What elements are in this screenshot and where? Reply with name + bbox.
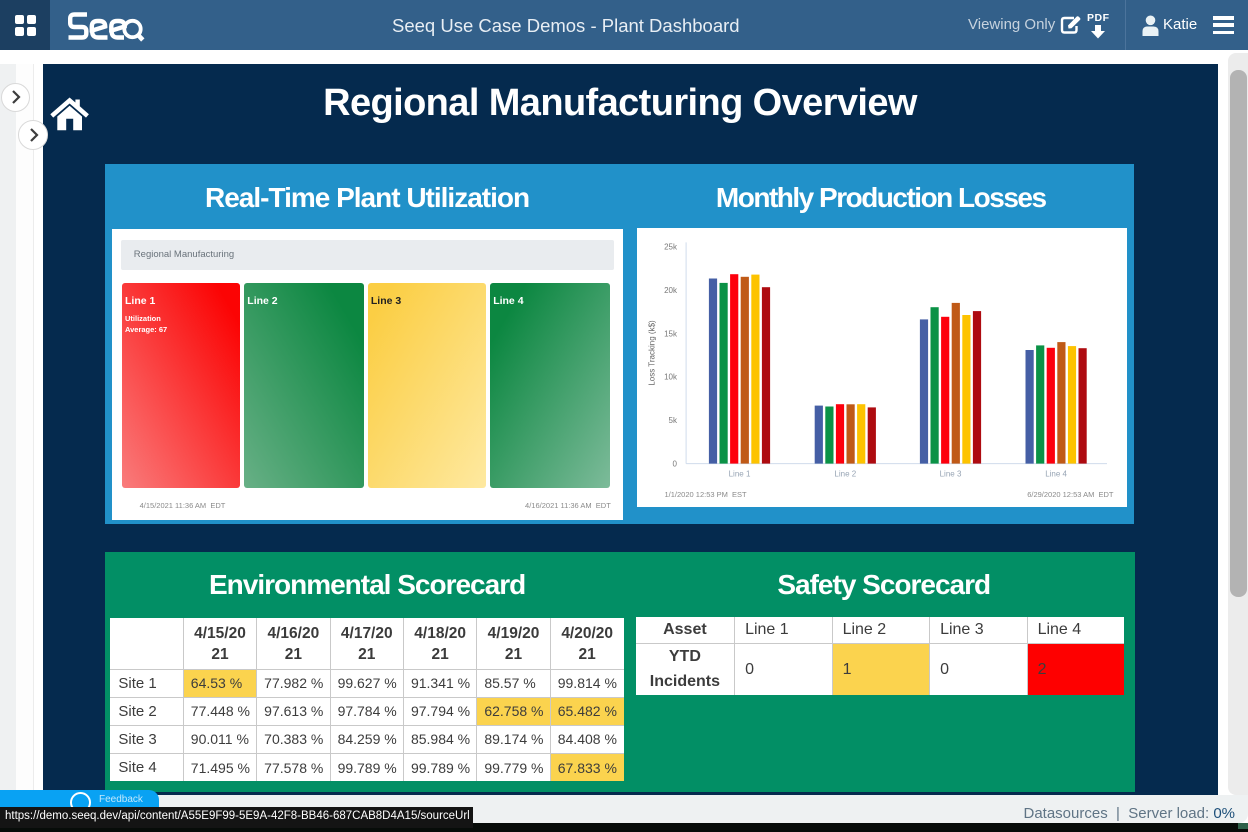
svg-text:15k: 15k bbox=[664, 330, 678, 339]
svg-text:10k: 10k bbox=[664, 373, 678, 382]
svg-text:20k: 20k bbox=[664, 286, 678, 295]
svg-text:0: 0 bbox=[673, 460, 678, 469]
svg-text:Line 2: Line 2 bbox=[834, 470, 856, 479]
svg-text:25k: 25k bbox=[664, 243, 678, 252]
svg-text:5k: 5k bbox=[669, 417, 678, 426]
svg-text:Line 4: Line 4 bbox=[1045, 470, 1067, 479]
svg-text:Line 3: Line 3 bbox=[940, 470, 962, 479]
svg-text:Loss Tracking (k$): Loss Tracking (k$) bbox=[648, 320, 657, 386]
svg-text:Line 1: Line 1 bbox=[729, 470, 751, 479]
